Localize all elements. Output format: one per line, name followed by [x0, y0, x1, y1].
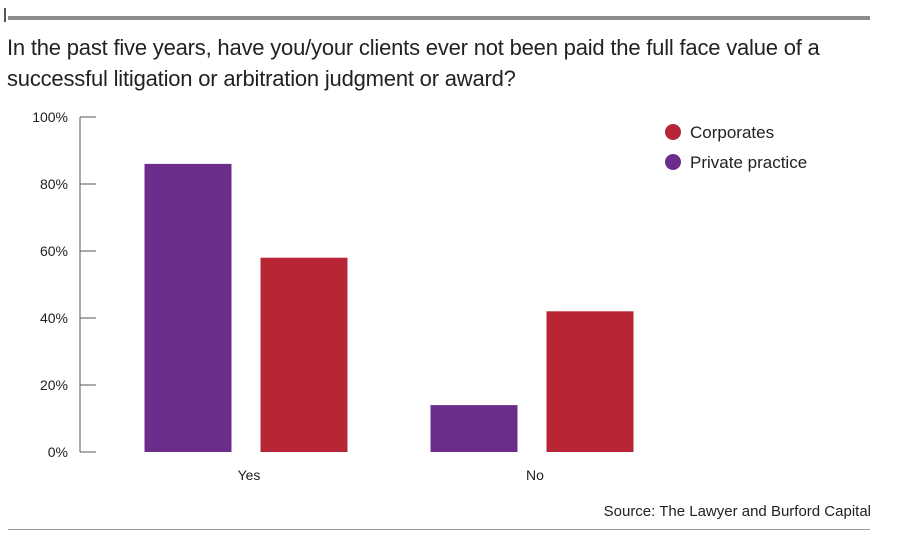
header-rule	[8, 16, 870, 20]
y-tick-label: 80%	[40, 176, 68, 192]
bar-private-practice-yes	[144, 163, 232, 452]
y-tick-label: 60%	[40, 243, 68, 259]
legend-label: Corporates	[690, 123, 774, 142]
x-tick-label: Yes	[238, 467, 261, 483]
y-tick-label: 40%	[40, 310, 68, 326]
x-tick-label: No	[526, 467, 544, 483]
y-tick-label: 20%	[40, 377, 68, 393]
axis-layer: 0% 20% 40% 60% 80% 100%	[32, 109, 96, 460]
source-note: Source: The Lawyer and Burford Capital	[603, 503, 871, 520]
chart-title: In the past five years, have you/your cl…	[7, 35, 820, 91]
legend-marker-private-practice	[665, 154, 681, 170]
y-tick-label: 0%	[48, 444, 68, 460]
legend-label: Private practice	[690, 153, 807, 172]
legend: Corporates Private practice	[665, 123, 807, 172]
header-tick-mark	[4, 8, 6, 22]
legend-marker-corporates	[665, 124, 681, 140]
footer-rule	[8, 529, 870, 530]
bars-layer: Yes No	[144, 163, 634, 483]
bar-corporates-no	[546, 311, 634, 452]
bar-private-practice-no	[430, 405, 518, 452]
bar-corporates-yes	[260, 257, 348, 452]
y-tick-label: 100%	[32, 109, 68, 125]
